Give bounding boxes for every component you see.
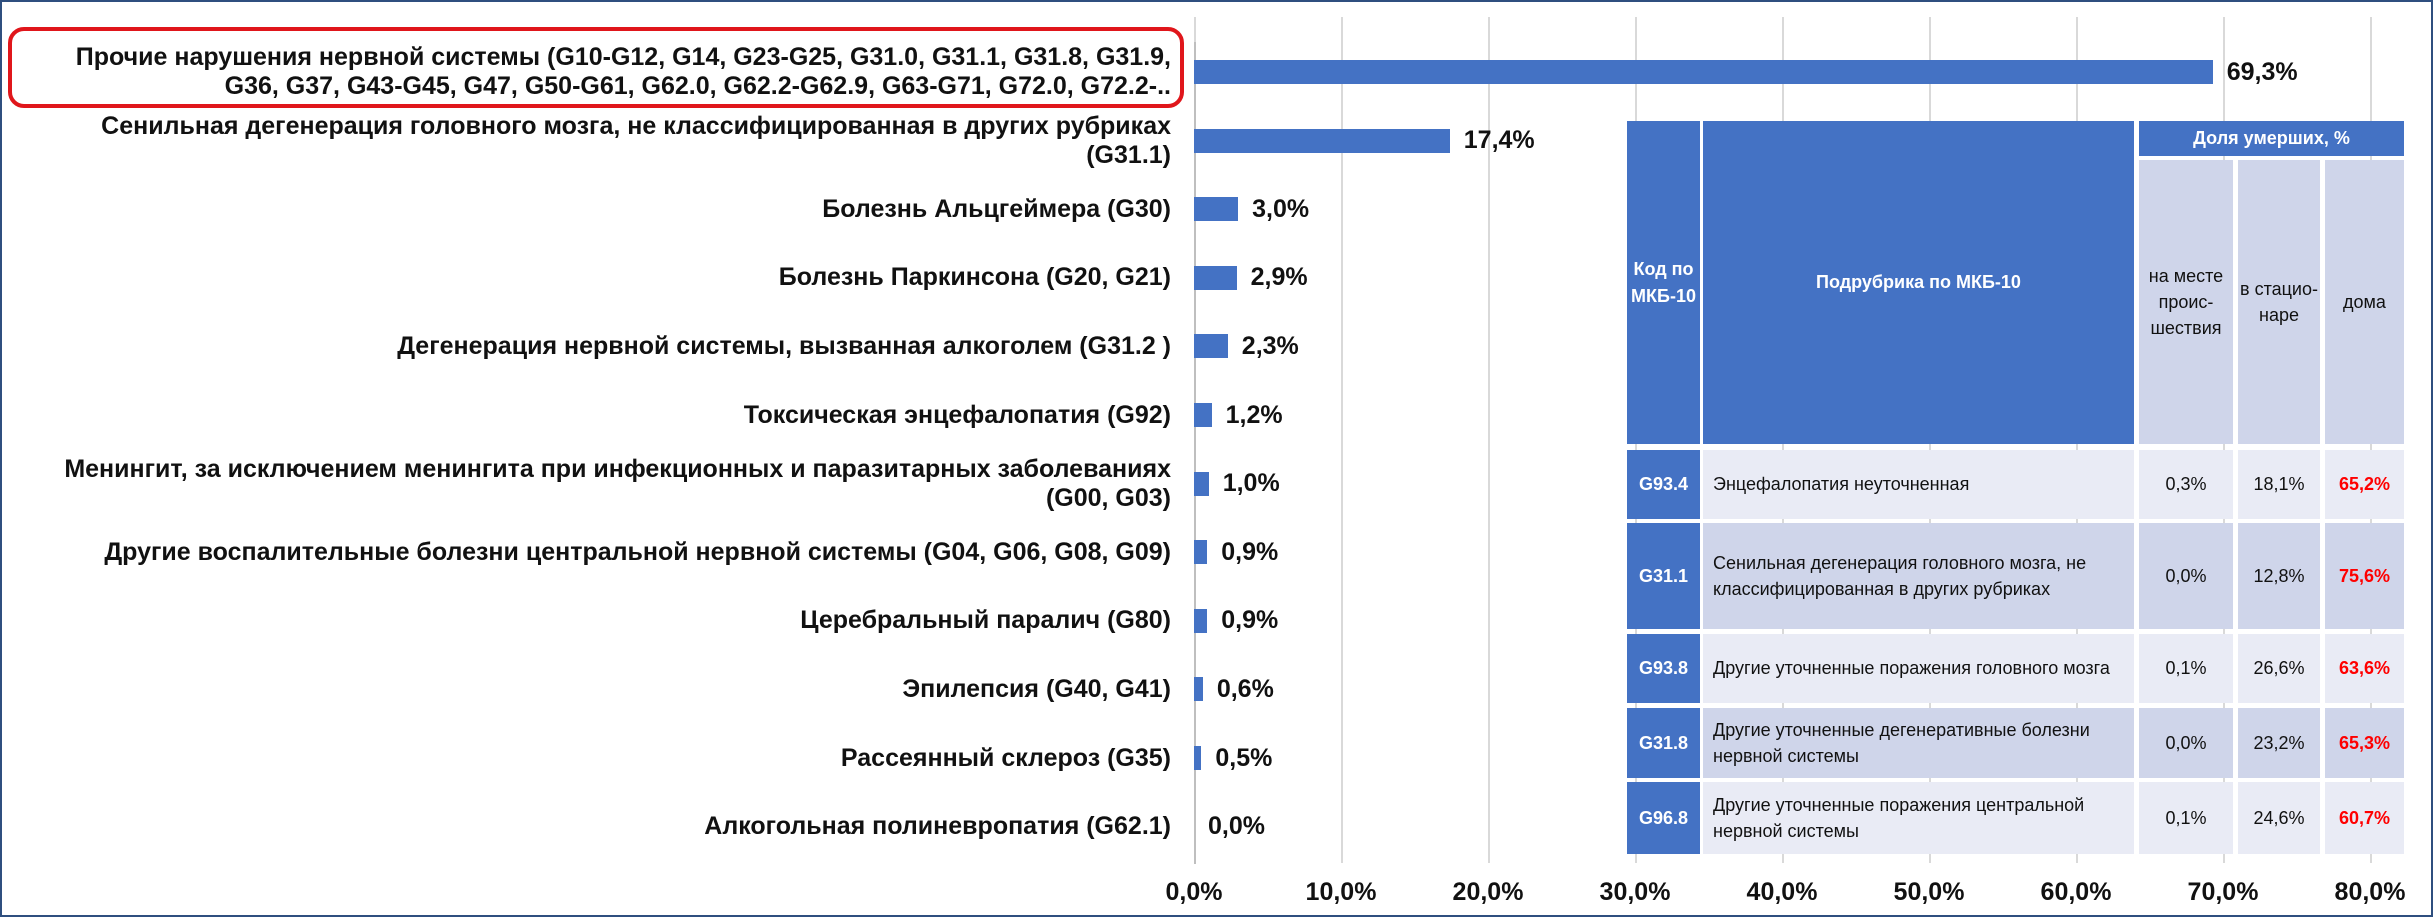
- category-label: Рассеянный склероз (G35): [840, 743, 1171, 772]
- bar: [1194, 60, 2213, 84]
- table-cell: Другие уточненные поражения головного мо…: [1703, 634, 2134, 703]
- table-header: на месте проис-шествия: [2139, 160, 2233, 444]
- category-label: Сенильная дегенерация головного мозга, н…: [101, 111, 1171, 169]
- table-cell: Другие уточненные дегенеративные болезни…: [1703, 708, 2134, 778]
- value-label: 0,9%: [1221, 606, 1279, 635]
- table-group-header: Доля умерших, %: [2139, 121, 2404, 156]
- axis-line: [1194, 42, 1196, 864]
- table-cell: 0,1%: [2139, 634, 2233, 703]
- table-cell: Сенильная дегенерация головного мозга, н…: [1703, 523, 2134, 629]
- table-cell: Другие уточненные поражения центральной …: [1703, 782, 2134, 854]
- bar: [1194, 540, 1208, 565]
- x-tick-label: 40,0%: [1746, 878, 1818, 906]
- category-label: Церебральный паралич (G80): [800, 606, 1171, 635]
- category-label: Болезнь Паркинсона (G20, G21): [778, 263, 1171, 292]
- highlight-box: [8, 27, 1184, 108]
- value-label: 2,9%: [1250, 263, 1308, 292]
- table-cell: 0,1%: [2139, 782, 2233, 854]
- value-label: 3,0%: [1252, 194, 1310, 223]
- value-label: 1,0%: [1222, 469, 1280, 498]
- table-cell: 18,1%: [2238, 450, 2320, 519]
- bar: [1194, 197, 1239, 222]
- table-code: G31.8: [1627, 708, 1700, 778]
- bar: [1194, 265, 1237, 290]
- bar: [1194, 746, 1202, 770]
- category-label: Дегенерация нервной системы, вызванная а…: [397, 332, 1171, 361]
- table-cell: 23,2%: [2238, 708, 2320, 778]
- table-cell: 0,0%: [2139, 523, 2233, 629]
- category-label: Другие воспалительные болезни центрально…: [104, 537, 1171, 566]
- value-label: 0,9%: [1221, 537, 1279, 566]
- bar: [1194, 608, 1208, 633]
- table-header: в стацио-наре: [2238, 160, 2320, 444]
- category-label: Токсическая энцефалопатия (G92): [743, 400, 1171, 429]
- bar: [1194, 128, 1450, 153]
- table-cell: 65,2%: [2325, 450, 2404, 519]
- category-label: Эпилепсия (G40, G41): [902, 675, 1171, 704]
- x-tick-label: 80,0%: [2334, 878, 2406, 906]
- value-label: 69,3%: [2226, 57, 2298, 86]
- table-cell: 75,6%: [2325, 523, 2404, 629]
- table-header: дома: [2325, 160, 2404, 444]
- table-cell: 65,3%: [2325, 708, 2404, 778]
- value-label: 2,3%: [1241, 331, 1299, 360]
- table-cell: 0,0%: [2139, 708, 2233, 778]
- value-label: 17,4%: [1463, 126, 1535, 155]
- bar: [1194, 471, 1209, 496]
- table-cell: 26,6%: [2238, 634, 2320, 703]
- x-tick-label: 0,0%: [1165, 878, 1223, 906]
- table-cell: 63,6%: [2325, 634, 2404, 703]
- value-label: 0,6%: [1216, 674, 1274, 703]
- table-code: G93.4: [1627, 450, 1700, 519]
- table-code: G31.1: [1627, 523, 1700, 629]
- table-cell: 24,6%: [2238, 782, 2320, 854]
- value-label: 0,5%: [1215, 743, 1273, 772]
- value-label: 1,2%: [1225, 400, 1283, 429]
- bar: [1194, 403, 1212, 427]
- category-label: Менингит, за исключением менингита при и…: [64, 454, 1171, 512]
- table-header: Подрубрика по МКБ-10: [1703, 121, 2134, 444]
- value-label: 0,0%: [1208, 812, 1265, 841]
- x-tick-label: 20,0%: [1452, 878, 1524, 906]
- table-cell: 12,8%: [2238, 523, 2320, 629]
- table-cell: 60,7%: [2325, 782, 2404, 854]
- category-label: Прочие нарушения нервной системы (G10-G1…: [75, 43, 1171, 100]
- table-code: G96.8: [1627, 782, 1700, 854]
- x-tick-label: 50,0%: [1893, 878, 1965, 906]
- table-cell: 0,3%: [2139, 450, 2233, 519]
- grid-line: [1341, 17, 1343, 863]
- x-tick-label: 10,0%: [1305, 878, 1377, 906]
- table-header: Код по МКБ-10: [1627, 121, 1700, 444]
- bar: [1194, 677, 1203, 702]
- table-cell: Энцефалопатия неуточненная: [1703, 450, 2134, 519]
- table-code: G93.8: [1627, 634, 1700, 703]
- x-tick-label: 30,0%: [1599, 878, 1671, 906]
- bar: [1194, 334, 1228, 359]
- x-tick-label: 60,0%: [2040, 878, 2112, 906]
- category-label: Алкогольная полиневропатия (G62.1): [704, 812, 1171, 841]
- grid-line: [1488, 17, 1490, 863]
- category-label: Болезнь Альцгеймера (G30): [822, 194, 1171, 223]
- x-tick-label: 70,0%: [2187, 878, 2259, 906]
